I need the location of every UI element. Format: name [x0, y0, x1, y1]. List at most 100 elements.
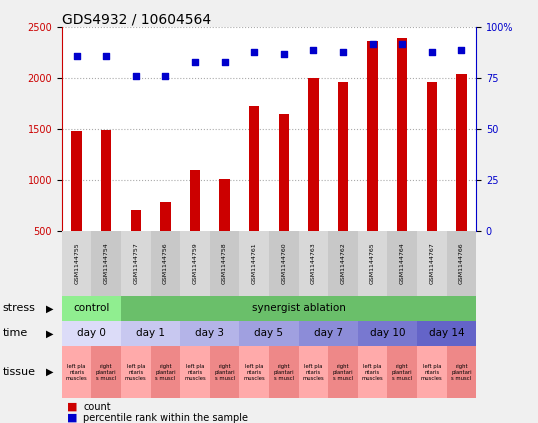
- Point: [368, 40, 377, 47]
- Bar: [62, 321, 121, 346]
- Text: GSM1144765: GSM1144765: [370, 242, 375, 284]
- Bar: [62, 346, 91, 398]
- Bar: [367, 41, 378, 231]
- Bar: [427, 82, 437, 231]
- Text: left pla
ntaris
muscles: left pla ntaris muscles: [66, 364, 88, 381]
- Text: ■: ■: [67, 412, 78, 423]
- Text: left pla
ntaris
muscles: left pla ntaris muscles: [243, 364, 265, 381]
- Text: day 5: day 5: [254, 328, 284, 338]
- Point: [279, 50, 288, 57]
- Bar: [180, 321, 239, 346]
- Bar: [190, 170, 200, 231]
- Text: GSM1144762: GSM1144762: [341, 242, 345, 284]
- Bar: [249, 106, 259, 231]
- Bar: [358, 321, 417, 346]
- Point: [250, 49, 258, 55]
- Point: [398, 40, 406, 47]
- Point: [339, 49, 348, 55]
- Bar: [91, 346, 121, 398]
- Text: GSM1144755: GSM1144755: [74, 242, 79, 284]
- Point: [190, 59, 199, 66]
- Point: [427, 49, 436, 55]
- Bar: [180, 346, 210, 398]
- Text: right
plantari
s muscl: right plantari s muscl: [96, 364, 117, 381]
- Bar: [358, 346, 387, 398]
- Bar: [151, 231, 180, 296]
- Bar: [210, 346, 239, 398]
- Bar: [299, 321, 358, 346]
- Bar: [239, 231, 269, 296]
- Bar: [101, 130, 111, 231]
- Bar: [417, 321, 476, 346]
- Text: GSM1144758: GSM1144758: [222, 242, 227, 284]
- Text: stress: stress: [3, 303, 36, 313]
- Text: right
plantari
s muscl: right plantari s muscl: [332, 364, 353, 381]
- Text: control: control: [73, 303, 110, 313]
- Bar: [121, 346, 151, 398]
- Bar: [121, 296, 476, 321]
- Point: [102, 52, 111, 59]
- Bar: [358, 231, 387, 296]
- Text: ■: ■: [67, 402, 78, 412]
- Bar: [160, 202, 171, 231]
- Text: ▶: ▶: [46, 303, 53, 313]
- Text: right
plantari
s muscl: right plantari s muscl: [451, 364, 472, 381]
- Text: day 0: day 0: [77, 328, 106, 338]
- Text: percentile rank within the sample: percentile rank within the sample: [83, 412, 249, 423]
- Point: [309, 47, 317, 53]
- Bar: [239, 321, 299, 346]
- Bar: [417, 346, 447, 398]
- Text: GSM1144764: GSM1144764: [400, 242, 405, 284]
- Bar: [269, 346, 299, 398]
- Text: GSM1144761: GSM1144761: [252, 242, 257, 284]
- Text: day 10: day 10: [370, 328, 405, 338]
- Bar: [239, 346, 269, 398]
- Text: right
plantari
s muscl: right plantari s muscl: [155, 364, 176, 381]
- Text: right
plantari
s muscl: right plantari s muscl: [214, 364, 235, 381]
- Bar: [447, 231, 476, 296]
- Text: GSM1144766: GSM1144766: [459, 242, 464, 284]
- Bar: [72, 131, 82, 231]
- Bar: [417, 231, 447, 296]
- Bar: [328, 231, 358, 296]
- Bar: [387, 231, 417, 296]
- Bar: [456, 74, 466, 231]
- Text: GSM1144763: GSM1144763: [311, 242, 316, 284]
- Bar: [210, 231, 239, 296]
- Bar: [328, 346, 358, 398]
- Text: GSM1144757: GSM1144757: [133, 242, 138, 284]
- Bar: [91, 231, 121, 296]
- Bar: [180, 231, 210, 296]
- Bar: [269, 231, 299, 296]
- Bar: [62, 296, 121, 321]
- Text: ▶: ▶: [46, 328, 53, 338]
- Bar: [62, 231, 91, 296]
- Bar: [121, 231, 151, 296]
- Text: time: time: [3, 328, 28, 338]
- Text: GSM1144767: GSM1144767: [429, 242, 434, 284]
- Bar: [299, 231, 328, 296]
- Text: day 14: day 14: [429, 328, 464, 338]
- Text: synergist ablation: synergist ablation: [252, 303, 345, 313]
- Bar: [299, 346, 328, 398]
- Bar: [397, 38, 407, 231]
- Text: ▶: ▶: [46, 367, 53, 377]
- Bar: [338, 82, 348, 231]
- Text: day 7: day 7: [314, 328, 343, 338]
- Text: left pla
ntaris
muscles: left pla ntaris muscles: [362, 364, 384, 381]
- Text: GDS4932 / 10604564: GDS4932 / 10604564: [62, 12, 211, 26]
- Text: day 3: day 3: [195, 328, 224, 338]
- Text: tissue: tissue: [3, 367, 36, 377]
- Point: [161, 73, 170, 80]
- Bar: [131, 210, 141, 231]
- Text: GSM1144759: GSM1144759: [193, 242, 197, 284]
- Text: right
plantari
s muscl: right plantari s muscl: [273, 364, 294, 381]
- Text: right
plantari
s muscl: right plantari s muscl: [392, 364, 413, 381]
- Text: count: count: [83, 402, 111, 412]
- Text: day 1: day 1: [136, 328, 165, 338]
- Text: GSM1144754: GSM1144754: [104, 242, 109, 284]
- Point: [457, 47, 465, 53]
- Text: GSM1144760: GSM1144760: [281, 242, 286, 284]
- Text: GSM1144756: GSM1144756: [163, 242, 168, 284]
- Bar: [308, 78, 318, 231]
